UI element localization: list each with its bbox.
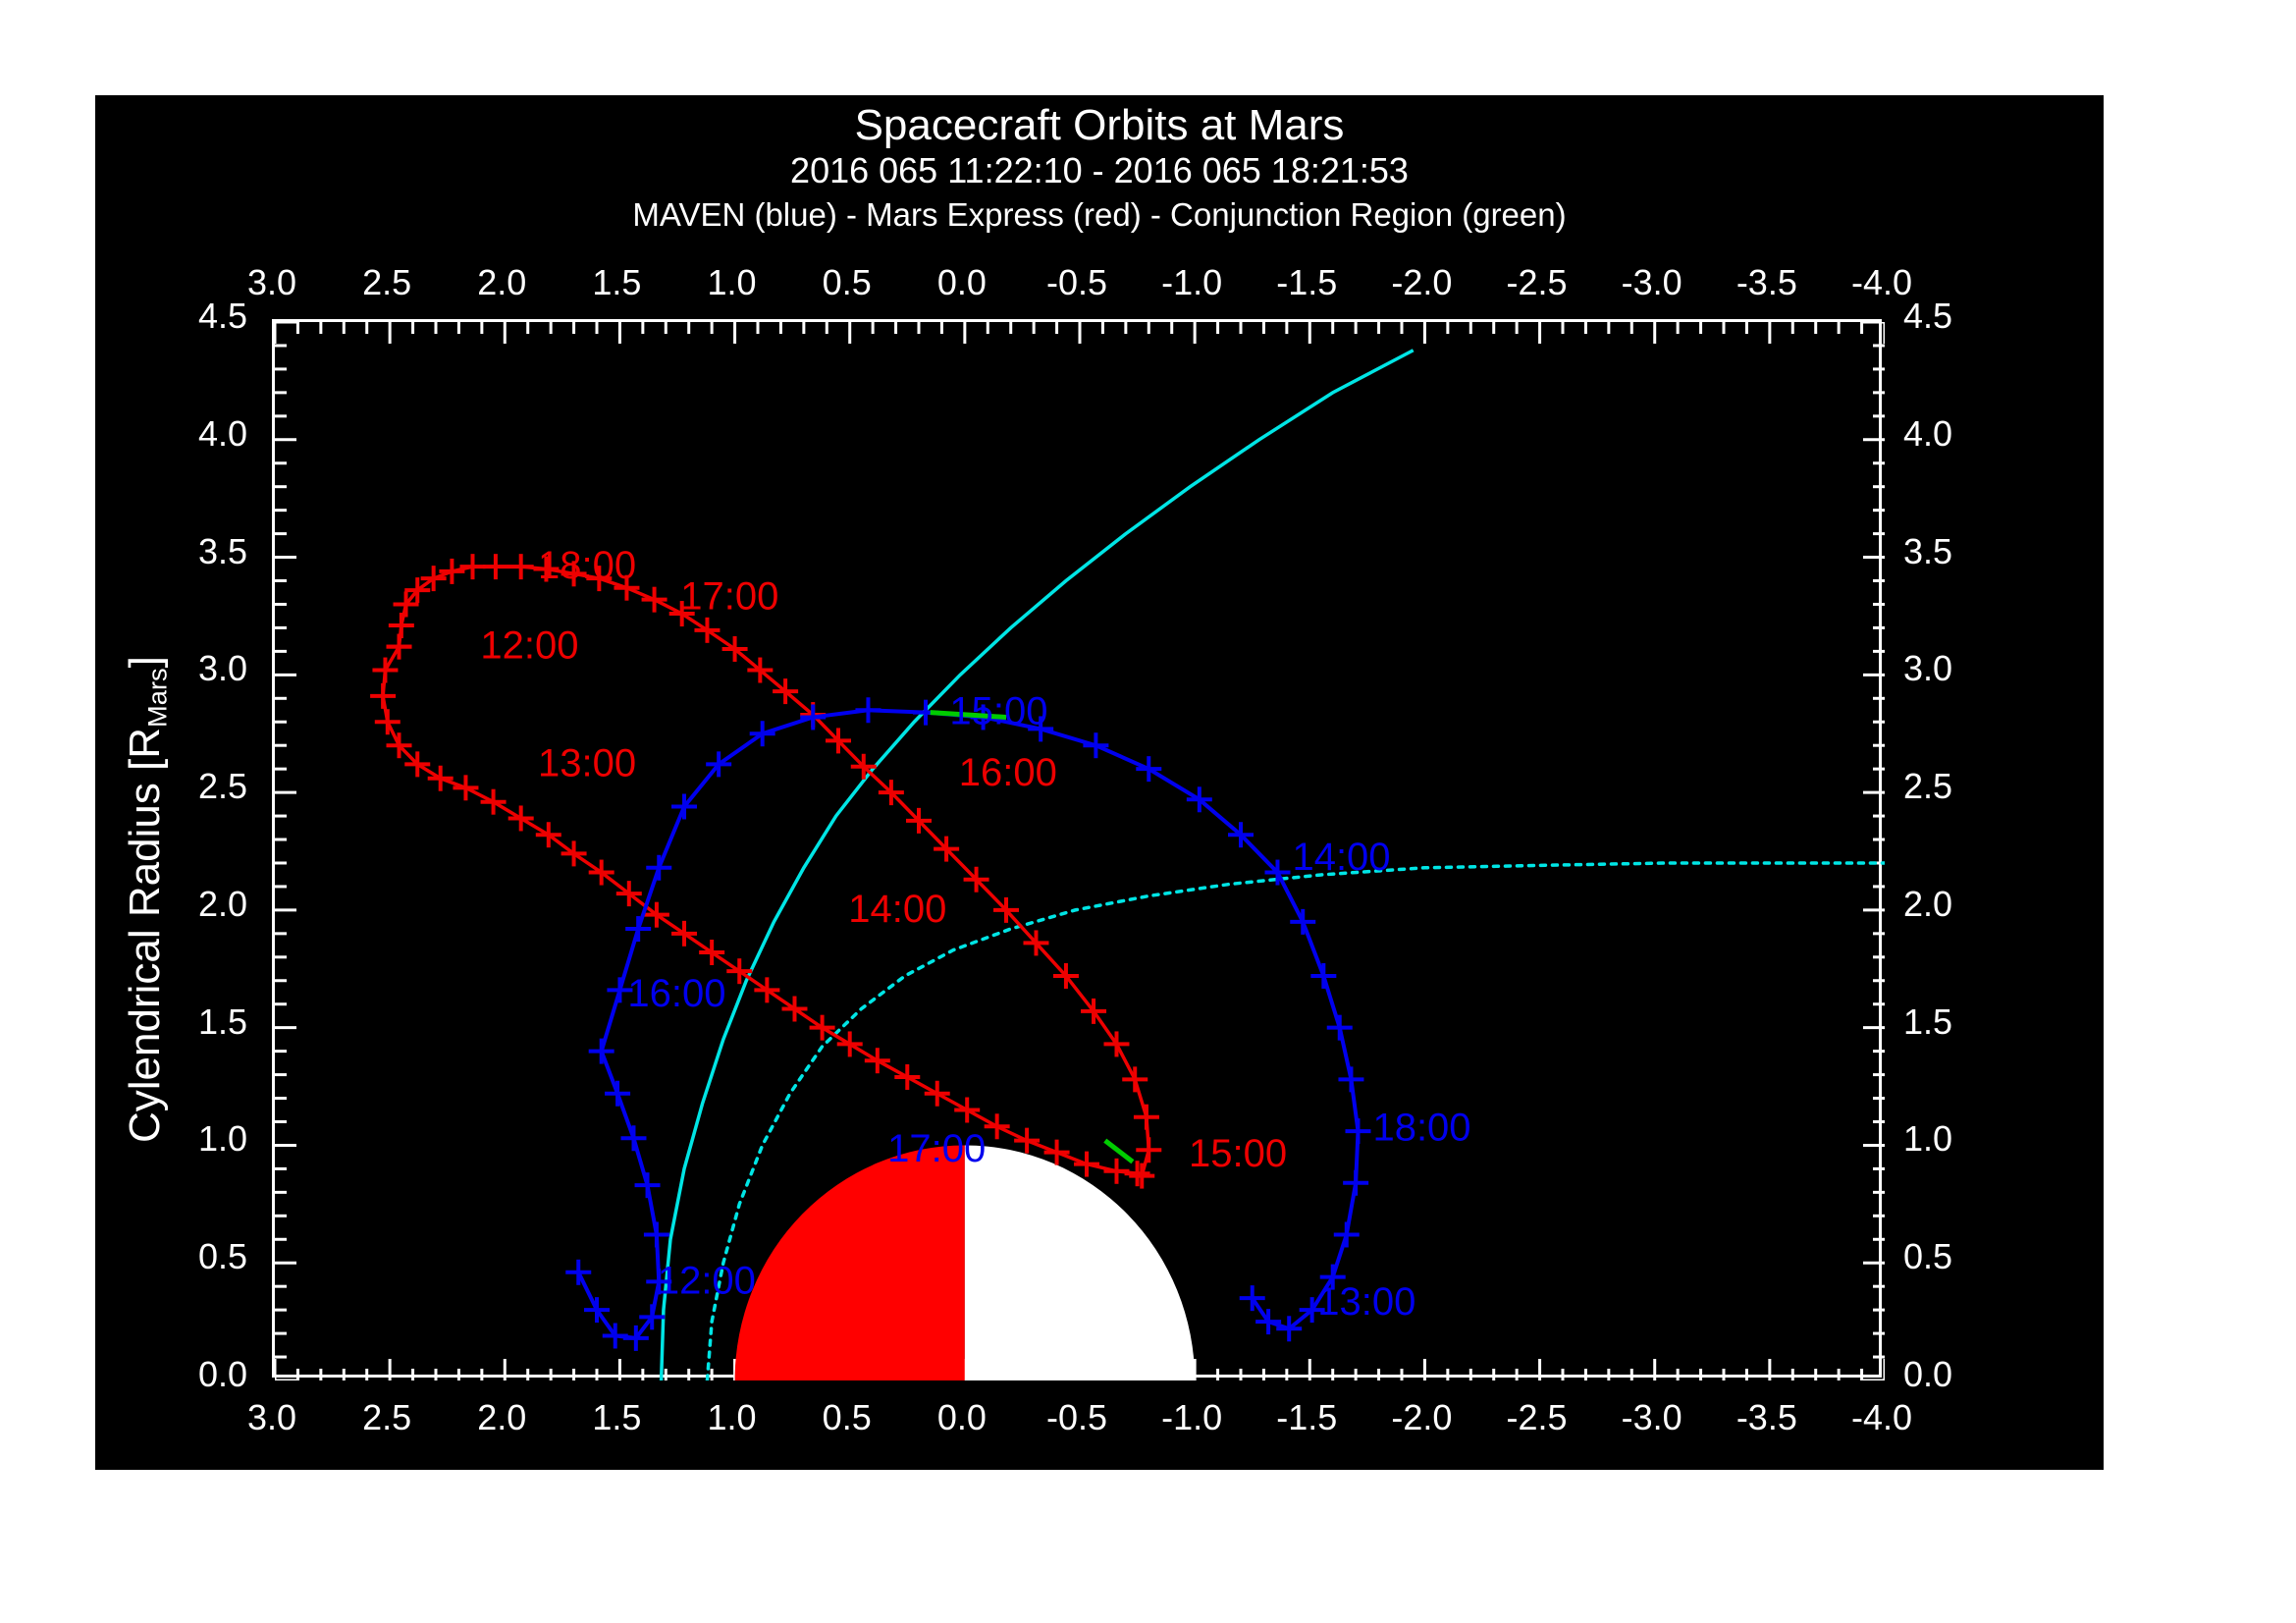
maven-hour-label: 18:00 (1372, 1107, 1470, 1150)
x-tick-label-top: 2.0 (477, 262, 527, 302)
x-tick-label-bottom: -0.5 (1045, 1397, 1108, 1437)
x-tick-label-bottom: 0.5 (822, 1397, 872, 1437)
plot-panel: Spacecraft Orbits at Mars 2016 065 11:22… (95, 95, 2104, 1528)
mars-express-hour-label: 15:00 (1189, 1132, 1287, 1175)
y-tick-label-right: 3.5 (1903, 530, 1953, 571)
y-axis-title-sub: Mars (141, 668, 173, 728)
maven-hour-label: 16:00 (627, 972, 725, 1015)
maven-hour-label: 15:00 (949, 690, 1047, 733)
y-tick-label-right: 2.5 (1903, 766, 1953, 807)
maven-hour-label: 17:00 (887, 1127, 986, 1170)
mars-disk-night-side (734, 1145, 965, 1380)
maven-hour-label: 14:00 (1292, 836, 1390, 879)
mars-express-track-inbound (381, 645, 1138, 1175)
y-tick-label-left: 3.0 (197, 648, 247, 689)
x-axis-title: XMSO [RMars = 3389.5 km] (95, 1476, 2104, 1529)
maven-hour-label: 13:00 (1317, 1280, 1415, 1324)
y-axis-title: Cylendrical Radius [RMars] (121, 656, 174, 1143)
y-tick-label-left: 4.5 (197, 296, 247, 336)
plot-frame: 12:00 13:00 14:00 15:00 16:00 17:00 18:00 12:00… (272, 319, 1885, 1380)
x-axis-title-sub: MSO (894, 1496, 956, 1528)
x-tick-label-top: -0.5 (1045, 262, 1108, 302)
mars-disk-day-side (964, 1145, 1196, 1380)
x-tick-label-bottom: -2.5 (1506, 1397, 1568, 1437)
y-tick-label-left: 2.0 (197, 883, 247, 924)
y-tick-label-right: 0.5 (1903, 1236, 1953, 1277)
page-title: Spacecraft Orbits at Mars (854, 101, 1345, 149)
x-tick-label-bottom: -2.0 (1391, 1397, 1453, 1437)
y-tick-label-right: 4.5 (1903, 296, 1953, 336)
y-tick-label-left: 0.5 (197, 1236, 247, 1277)
x-tick-label-top: -1.5 (1276, 262, 1338, 302)
y-axis-title-tail: ] (121, 656, 169, 669)
x-tick-label-top: -3.5 (1735, 262, 1797, 302)
x-tick-label-top: 2.5 (362, 262, 412, 302)
mars-express-hour-label: 16:00 (959, 751, 1057, 794)
x-tick-label-bottom: -1.0 (1161, 1397, 1223, 1437)
x-tick-label-bottom: -4.0 (1850, 1397, 1913, 1437)
x-axis-title-rest: [R (955, 1476, 1011, 1524)
x-tick-label-bottom: 0.0 (936, 1397, 987, 1437)
y-tick-label-right: 1.0 (1903, 1118, 1953, 1160)
time-range-subtitle: 2016 065 11:22:10 - 2016 065 18:21:53 (790, 150, 1409, 190)
x-tick-label-top: -2.0 (1391, 262, 1453, 302)
x-axis-title-sub2: Mars (1010, 1496, 1071, 1528)
mars-express-hour-label: 13:00 (538, 741, 636, 784)
x-tick-label-bottom: 1.0 (707, 1397, 757, 1437)
y-tick-label-left: 2.5 (197, 766, 247, 807)
x-tick-label-top: -1.0 (1161, 262, 1223, 302)
x-tick-label-bottom: -3.0 (1621, 1397, 1682, 1437)
x-tick-label-bottom: 2.0 (477, 1397, 527, 1437)
y-tick-label-left: 1.0 (197, 1118, 247, 1160)
mars-express-hour-label: 12:00 (480, 624, 578, 668)
x-tick-label-top: 1.5 (592, 262, 642, 302)
magnetic-pileup-boundary-curve (705, 861, 1885, 1380)
mars-express-hour-label: 14:00 (848, 888, 946, 931)
x-axis-title-tail: = 3389.5 km] (1070, 1476, 1334, 1524)
y-tick-label-left: 4.0 (197, 412, 247, 454)
y-tick-label-left: 3.5 (197, 530, 247, 571)
y-tick-label-right: 4.0 (1903, 412, 1953, 454)
x-tick-label-top: -4.0 (1850, 262, 1913, 302)
y-tick-label-right: 0.0 (1903, 1354, 1953, 1394)
x-tick-label-top: 3.0 (246, 262, 297, 302)
y-tick-label-right: 3.0 (1903, 648, 1953, 689)
x-tick-label-top: -2.5 (1506, 262, 1568, 302)
legend-line: MAVEN (blue) - Mars Express (red) - Conj… (632, 196, 1567, 233)
x-tick-label-bottom: 3.0 (246, 1397, 297, 1437)
conjunction-region-segment (930, 710, 1007, 720)
y-tick-label-left: 1.5 (197, 1001, 247, 1042)
mars-express-hour-label: 17:00 (680, 574, 778, 618)
mars-express-hour-label: 18:00 (538, 544, 636, 587)
y-tick-label-right: 2.0 (1903, 883, 1953, 924)
conjunction-region-segment (1103, 1138, 1135, 1164)
maven-hour-label: 12:00 (658, 1259, 756, 1302)
y-tick-label-left: 0.0 (197, 1354, 247, 1394)
x-tick-label-top: 1.0 (707, 262, 757, 302)
y-tick-label-right: 1.5 (1903, 1001, 1953, 1042)
x-tick-label-top: 0.0 (936, 262, 987, 302)
x-tick-label-bottom: -1.5 (1276, 1397, 1338, 1437)
x-tick-label-bottom: 2.5 (362, 1397, 412, 1437)
x-tick-label-bottom: -3.5 (1735, 1397, 1797, 1437)
y-axis-title-main: Cylendrical Radius [R (121, 727, 169, 1143)
x-tick-label-top: 0.5 (822, 262, 872, 302)
x-tick-label-bottom: 1.5 (592, 1397, 642, 1437)
x-axis-title-main: X (865, 1476, 895, 1524)
orbit-plot-svg: 12:00 13:00 14:00 15:00 16:00 17:00 18:00 12:00… (275, 322, 1885, 1380)
x-tick-label-top: -3.0 (1621, 262, 1682, 302)
bow-shock-curve (659, 349, 1415, 1380)
